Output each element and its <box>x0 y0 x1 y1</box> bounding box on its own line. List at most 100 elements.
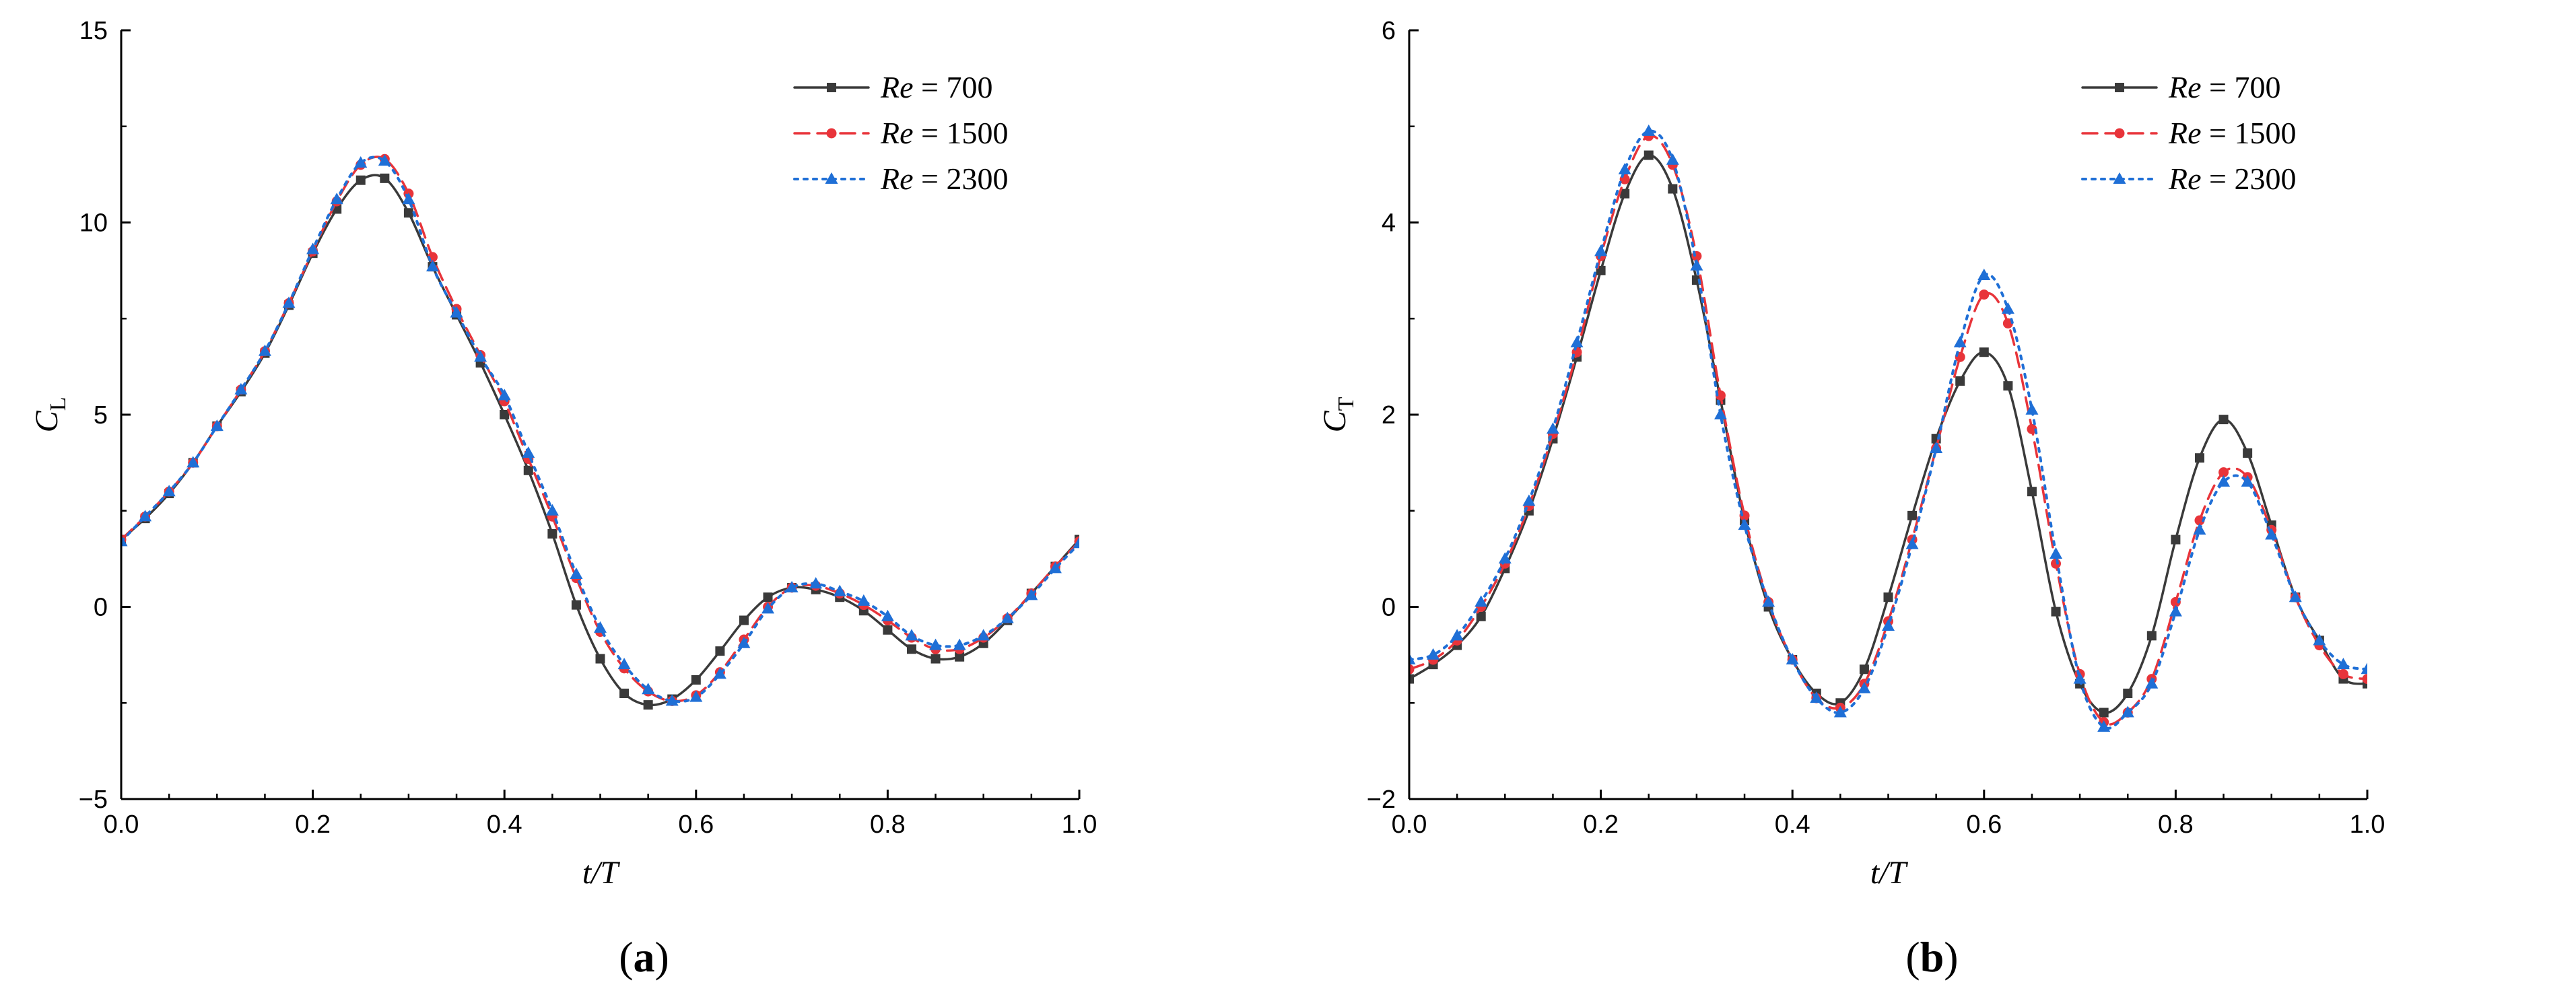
y-tick-label: 0 <box>1382 594 1396 622</box>
series-0-point-29 <box>2099 707 2109 718</box>
x-tick-label: 0.8 <box>870 810 906 839</box>
chart-panel-a: 0.0 0.2 0.4 0.6 0.8 1.0 −5 0 5 10 15 t/T CL Re = 700 R… <box>29 17 1097 981</box>
series-2-point-23 <box>1953 335 1967 347</box>
x-tick-label: 1.0 <box>1062 810 1097 839</box>
series-1-point-26 <box>2027 423 2037 434</box>
series-2-point-25 <box>2001 302 2014 314</box>
x-tick-label: 0.6 <box>678 810 714 839</box>
y-tick-label: 15 <box>79 17 108 45</box>
series-2-point-16 <box>1786 653 1799 665</box>
series-0-point-3 <box>1476 611 1486 621</box>
series-2-point-26 <box>2025 403 2039 415</box>
legend-label: Re = 700 <box>880 70 992 104</box>
legend-label: Re = 1500 <box>2168 116 2296 150</box>
series-0-point-31 <box>2146 631 2157 641</box>
series-2-point-13 <box>1714 408 1727 419</box>
series-1-point-24 <box>1979 289 1990 300</box>
series-0-point-12 <box>403 208 413 218</box>
series-0-point-20 <box>595 654 605 664</box>
series-2-point-3 <box>1475 595 1488 607</box>
series-2-point-7 <box>282 296 296 308</box>
series-2-point-22 <box>1930 441 1943 453</box>
legend-item-2: Re = 2300 <box>793 162 1008 196</box>
series-0-point-30 <box>2123 688 2133 698</box>
series-2-point-27 <box>761 602 775 614</box>
series-0-point-10 <box>1643 150 1654 160</box>
series-0-point-35 <box>955 652 965 662</box>
series-0-point-19 <box>1859 664 1869 675</box>
series-0-point-32 <box>883 625 893 635</box>
series-1-point-34 <box>2218 467 2229 478</box>
series-2-point-21 <box>1905 537 1919 549</box>
series-2-point-17 <box>522 446 535 458</box>
series-2-point-15 <box>474 350 487 362</box>
series-2 <box>121 154 1079 706</box>
series-2-point-5 <box>234 382 248 394</box>
series-0-point-27 <box>763 592 773 602</box>
series-2-point-32 <box>881 609 894 621</box>
series-2-point-8 <box>1594 244 1608 256</box>
x-tick-label: 0.0 <box>104 810 139 839</box>
legend-label: Re = 2300 <box>2168 162 2296 196</box>
series-2-point-19 <box>570 567 583 579</box>
series-2-point-11 <box>1666 153 1679 165</box>
series-2-point-19 <box>1858 681 1871 693</box>
series-2-point-29 <box>809 577 823 589</box>
legend-item-2: Re = 2300 <box>2081 162 2296 196</box>
series-0-point-0 <box>1409 674 1414 684</box>
series-2-line <box>121 156 1079 703</box>
series-legend-1-point-0 <box>826 128 837 139</box>
y-tick-label: −2 <box>1367 786 1396 814</box>
series-2-point-36 <box>2265 528 2278 540</box>
series-2-point-34 <box>929 638 943 650</box>
series-2-point-16 <box>498 388 511 401</box>
series-0-point-22 <box>643 700 653 710</box>
series-0-point-11 <box>1668 184 1678 194</box>
series-2-point-6 <box>258 344 271 356</box>
series-0-point-27 <box>2051 607 2061 617</box>
legend-label: Re = 2300 <box>880 162 1008 196</box>
series-0-point-9 <box>1620 188 1630 199</box>
series-2-point-4 <box>210 419 224 432</box>
series-2-point-40 <box>1073 537 1079 549</box>
series-2-point-21 <box>617 658 631 670</box>
legend: Re = 700 Re = 1500 Re = 2300 <box>793 70 1008 196</box>
series-2-point-32 <box>2169 605 2182 617</box>
series-2-point-12 <box>402 193 415 205</box>
y-tick-label: 2 <box>1382 401 1396 429</box>
series-0-point-35 <box>2243 448 2253 458</box>
y-tick-label: 4 <box>1382 209 1396 238</box>
x-tick-label: 0.8 <box>2158 810 2194 839</box>
legend-item-0: Re = 700 <box>2081 70 2280 104</box>
chart-panel-b: 0.0 0.2 0.4 0.6 0.8 1.0 −2 0 2 4 6 t/T CT Re = 700 Re … <box>1288 0 2576 1001</box>
series-2-point-39 <box>1048 561 1062 574</box>
figure-label-b: (b) <box>1905 933 1959 981</box>
x-tick-label: 0.6 <box>1966 810 2002 839</box>
series-2-point-2 <box>162 485 176 497</box>
series-2-point-37 <box>2289 590 2302 602</box>
series-1-line <box>1409 134 2367 726</box>
series-2-point-3 <box>187 456 200 468</box>
series-0-point-16 <box>500 410 510 419</box>
legend-label: Re = 1500 <box>880 116 1008 150</box>
series-2-point-0 <box>1409 653 1416 665</box>
series-1-line <box>121 156 1079 703</box>
series-2-point-13 <box>426 260 439 272</box>
x-axis-title: t/T <box>1870 855 1909 891</box>
series-0-point-21 <box>619 688 630 698</box>
series-2-point-20 <box>594 621 607 633</box>
series-0-point-32 <box>2171 534 2181 545</box>
series-2-point-22 <box>642 683 655 695</box>
series-2-point-27 <box>2049 547 2063 559</box>
series-2-point-31 <box>857 594 871 606</box>
y-tick-label: 6 <box>1382 17 1396 45</box>
legend: Re = 700 Re = 1500 Re = 2300 <box>2081 70 2296 196</box>
series-2-point-17 <box>1810 691 1823 703</box>
x-tick-label: 1.0 <box>2350 810 2385 839</box>
series-0-point-20 <box>1883 592 1893 602</box>
series-2-point-23 <box>665 694 679 706</box>
series-2-point-10 <box>1642 124 1656 136</box>
series-2-point-34 <box>2217 475 2231 487</box>
series-2-point-24 <box>689 690 703 702</box>
series-2-point-0 <box>121 534 128 547</box>
